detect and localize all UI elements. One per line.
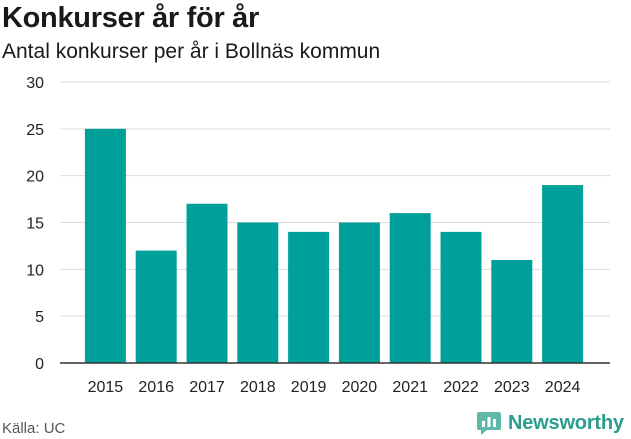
y-tick-label: 0 <box>35 356 44 373</box>
x-tick-label: 2019 <box>291 379 327 396</box>
y-tick-label: 5 <box>35 309 44 326</box>
bar-2022 <box>440 231 482 363</box>
x-tick-label: 2021 <box>392 379 428 396</box>
chart-subtitle: Antal konkurser per år i Bollnäs kommun <box>2 40 381 63</box>
source-label: Källa: UC <box>2 420 66 437</box>
x-tick-label: 2016 <box>138 379 174 396</box>
bar-2017 <box>186 203 228 363</box>
y-tick-label: 15 <box>26 216 44 233</box>
x-axis-ticks: 2015 2016 2017 2018 2019 2020 2021 2022 2023 2024 <box>88 379 581 396</box>
y-tick-label: 20 <box>26 169 44 186</box>
x-tick-label: 2018 <box>240 379 276 396</box>
x-tick-label: 2015 <box>88 379 124 396</box>
y-tick-label: 25 <box>26 122 44 139</box>
x-tick-label: 2022 <box>443 379 479 396</box>
newsworthy-logo: Newsworthy <box>476 408 624 438</box>
x-tick-label: 2020 <box>342 379 378 396</box>
bar-2024 <box>542 185 584 363</box>
brand-name: Newsworthy <box>508 411 624 434</box>
bar-2019 <box>288 231 330 363</box>
x-tick-label: 2023 <box>494 379 530 396</box>
x-tick-label: 2017 <box>189 379 225 396</box>
bar-2015 <box>84 128 126 363</box>
y-axis-ticks: 0 5 10 15 20 25 30 <box>26 75 44 373</box>
bar-2020 <box>338 222 380 363</box>
x-tick-label: 2024 <box>545 379 581 396</box>
y-tick-label: 30 <box>26 75 44 92</box>
y-tick-label: 10 <box>26 262 44 279</box>
bar-2023 <box>491 259 533 363</box>
chart-title: Konkurser år för år <box>2 2 259 34</box>
bar-2018 <box>237 222 279 363</box>
bar-2021 <box>389 213 431 363</box>
newsworthy-logo-icon <box>477 412 501 435</box>
bar-2016 <box>135 250 177 363</box>
bars <box>84 128 584 363</box>
